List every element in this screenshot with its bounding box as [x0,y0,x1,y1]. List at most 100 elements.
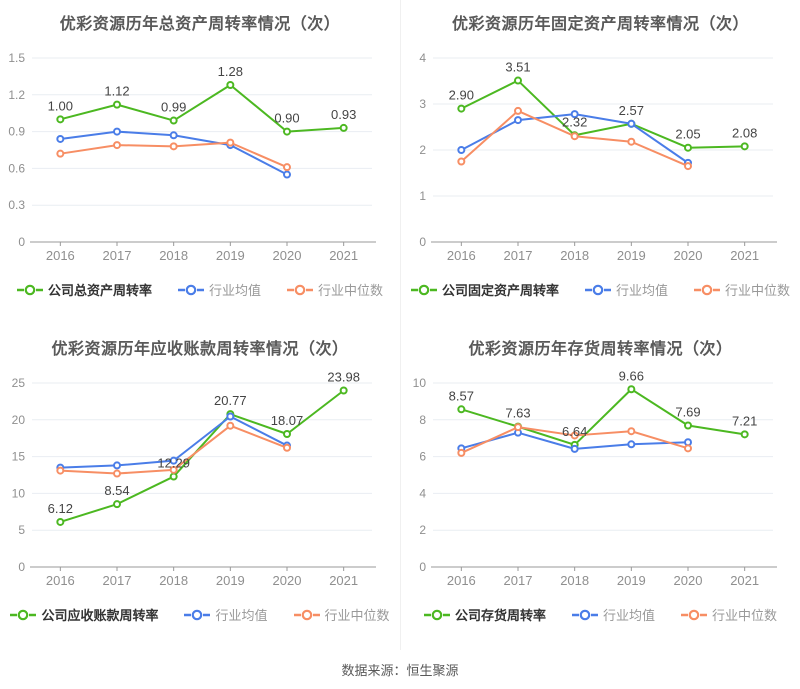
industry-avg-data-point [627,440,636,449]
data-point-label: 2.57 [619,103,644,118]
industry-avg-data-point [570,444,579,453]
y-axis-tick-label: 0 [18,235,25,249]
legend-label: 行业均值 [215,608,268,623]
industry-median-legend-marker-icon [293,609,320,620]
company-data-point [457,104,466,113]
chart-panel-inventory-turnover: 优彩资源历年存货周转率情况（次） 0 2 4 6 8 10 2016 2017 2018 2019… [400,325,800,650]
company-data-point [56,115,65,124]
industry-median-data-point [226,138,235,147]
y-axis-tick-label: 2 [419,143,426,157]
data-source-footer: 数据来源：恒生聚源 [0,650,800,689]
industry-median-legend-item[interactable]: 行业中位数 [287,280,383,299]
line-chart-svg: 0 1 2 3 4 2016 2017 2018 2019 2020 2021 2.90 3.51 2.3… [419,51,777,263]
data-point-label: 6.64 [562,424,587,439]
industry-avg-data-point [283,170,291,179]
x-axis-tick-label: 2019 [617,248,646,263]
legend-label: 行业中位数 [318,283,384,298]
chart-legend: 公司应收账款周转率 行业均值 行业中位数 [0,605,400,624]
company-legend-item[interactable]: 公司应收账款周转率 [10,605,158,624]
industry-median-legend-item[interactable]: 行业中位数 [293,605,390,624]
industry-avg-data-point [113,461,121,470]
industry-median-legend-item[interactable]: 行业中位数 [681,605,777,624]
x-axis-tick-label: 2018 [560,248,589,263]
chart-plot-total-asset-turnover: 0 0.3 0.6 0.9 1.2 1.5 2016 2017 2018 2019 2020 2021… [0,42,400,270]
chart-title: 优彩资源历年固定资产周转率情况（次） [451,16,749,33]
x-axis-tick-label: 2016 [46,573,75,588]
industry-median-data-point [570,132,579,141]
industry-avg-legend-item[interactable]: 行业均值 [184,605,268,624]
chart-panel-fixed-asset-turnover: 优彩资源历年固定资产周转率情况（次） 0 1 2 3 4 2016 2017 2018 2019… [400,0,800,325]
company-data-point [283,127,291,136]
industry-median-data-point [457,157,466,166]
company-series-line [460,79,746,149]
y-axis-tick-label: 8 [419,413,426,427]
legend-label: 行业均值 [208,283,261,298]
x-axis-tick-label: 2018 [159,248,188,263]
industry-avg-data-point [56,134,65,143]
industry-median-legend-marker-icon [694,284,720,295]
y-axis-tick-label: 0 [419,560,426,574]
company-legend-item[interactable]: 公司固定资产周转率 [410,280,559,299]
data-point-label: 7.69 [675,405,700,420]
x-axis-tick-label: 2020 [674,573,703,588]
data-point-label: 8.57 [449,388,474,403]
industry-avg-data-point [113,127,121,136]
company-legend-item[interactable]: 公司总资产周转率 [16,280,152,299]
industry-avg-legend-marker-icon [184,609,211,620]
industry-avg-legend-item[interactable]: 行业均值 [584,280,668,299]
y-axis-tick-label: 15 [12,450,26,464]
industry-avg-legend-item[interactable]: 行业均值 [177,280,261,299]
data-point-label: 2.05 [675,127,700,142]
x-axis-tick-label: 2020 [273,573,302,588]
x-axis-tick-label: 2017 [103,573,132,588]
line-chart-svg: 0 5 10 15 20 25 2016 2017 2018 2019 2020 2021 6.12 8.… [12,370,376,588]
x-axis-tick-label: 2017 [103,248,132,263]
data-point-label: 0.90 [274,111,299,126]
industry-avg-data-point [514,116,522,125]
legend-label: 行业中位数 [324,608,390,623]
legend-label: 行业均值 [602,608,655,623]
company-series-line [59,389,345,523]
x-axis-tick-label: 2021 [730,248,759,263]
industry-median-legend-item[interactable]: 行业中位数 [694,280,790,299]
y-axis-tick-label: 4 [419,486,426,500]
chart-plot-inventory-turnover: 0 2 4 6 8 10 2016 2017 2018 2019 2020 2021 8.57 7.63 6… [401,367,800,595]
data-point-label: 23.98 [327,370,360,385]
data-point-label: 7.63 [505,406,530,421]
chart-title: 优彩资源历年总资产周转率情况（次） [59,16,341,33]
x-axis-tick-label: 2019 [216,573,245,588]
y-axis-tick-label: 5 [18,523,25,537]
y-axis-tick-label: 0.3 [8,198,25,212]
company-legend-marker-icon [410,284,437,295]
industry-median-data-point [627,427,636,436]
data-point-label: 1.12 [104,84,129,99]
industry-median-data-point [514,423,522,432]
industry-median-data-point [627,137,636,146]
chart-legend: 公司总资产周转率 行业均值 行业中位数 [0,280,400,299]
chart-title: 优彩资源历年存货周转率情况（次） [468,341,733,358]
industry-median-data-point [684,162,692,171]
industry-median-data-point [56,466,65,475]
company-data-point [740,430,749,439]
industry-avg-legend-item[interactable]: 行业均值 [571,605,655,624]
data-point-label: 6.12 [48,501,73,516]
company-data-point [283,430,291,439]
x-axis-tick-label: 2018 [159,573,188,588]
company-legend-item[interactable]: 公司存货周转率 [423,605,546,624]
company-data-point [684,421,692,430]
industry-avg-data-point [226,412,235,421]
data-point-label: 12.29 [157,456,190,471]
company-data-point [684,143,692,152]
industry-median-legend-marker-icon [287,284,313,295]
x-axis-tick-label: 2021 [730,573,759,588]
industry-avg-legend-marker-icon [571,609,598,620]
company-data-point [226,80,235,89]
industry-avg-data-point [169,131,178,140]
company-data-point [169,116,178,125]
y-axis-tick-label: 6 [419,450,426,464]
x-axis-tick-label: 2017 [504,248,533,263]
legend-label: 行业均值 [615,283,668,298]
data-point-label: 2.90 [449,88,474,103]
industry-median-data-point [457,448,466,457]
industry-avg-data-point [570,110,579,119]
